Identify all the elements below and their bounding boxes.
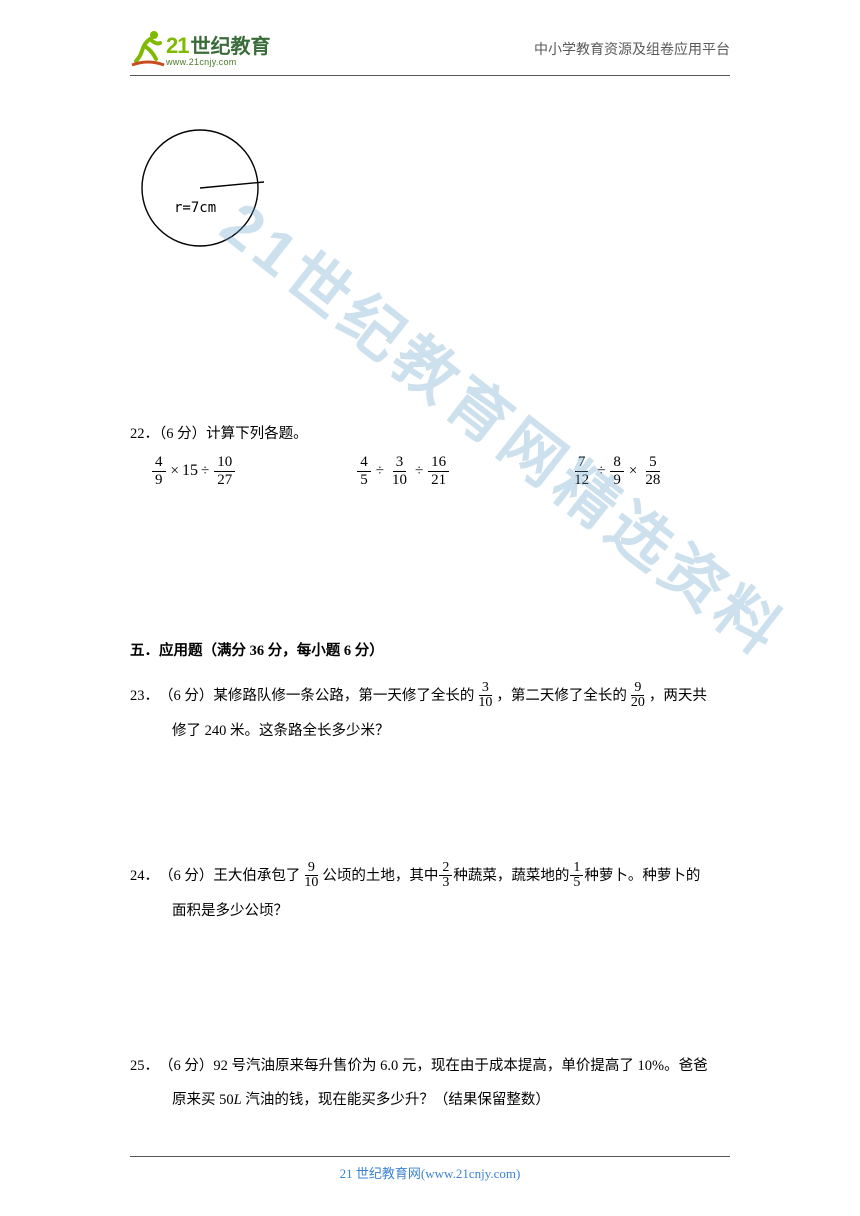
operator: ÷	[201, 457, 209, 486]
fraction: 49	[152, 454, 166, 488]
q24-line2: 面积是多少公顷？	[172, 898, 730, 926]
fraction: 310	[389, 454, 410, 488]
q23-points: （6 分）	[159, 683, 213, 711]
q25-line2-b: 汽油的钱，现在能买多少升？（结果保留整数）	[242, 1092, 550, 1108]
circle-label: r=7cm	[174, 200, 216, 216]
page: 21世纪教育网精选资料 21 世纪教育 www.21cnjy.com 中小学教育…	[0, 0, 860, 1216]
question-23: 23．（6 分）某修路队修一条公路，第一天修了全长的310，第二天修了全长的92…	[130, 682, 730, 746]
q24-text-b: 公顷的土地，其中	[322, 863, 438, 891]
q23-number: 23．	[130, 683, 159, 711]
q22-expr-0: 49×15÷1027	[150, 454, 237, 488]
fraction: 712	[571, 454, 592, 488]
question-25: 25．（6 分）92 号汽油原来每升售价为 6.0 元，现在由于成本提高，单价提…	[130, 1053, 730, 1114]
fraction: 1621	[428, 454, 449, 488]
header: 21 世纪教育 www.21cnjy.com 中小学教育资源及组卷应用平台	[130, 28, 730, 76]
q25-line1: 92 号汽油原来每升售价为 6.0 元，现在由于成本提高，单价提高了 10%。爸…	[213, 1053, 707, 1081]
operator: ÷	[597, 457, 605, 486]
q23-line2: 修了 240 米。这条路全长多少米？	[172, 718, 730, 746]
logo-text-block: 21 世纪教育 www.21cnjy.com	[166, 30, 270, 67]
fraction: 89	[610, 454, 624, 488]
q23-frac-a: 310	[475, 681, 495, 711]
q22-points: （6 分）	[159, 426, 206, 442]
q23-text-c: ，两天共	[649, 683, 707, 711]
circle-figure: r=7cm	[134, 126, 730, 267]
q24-number: 24．	[130, 863, 159, 891]
q24-frac-b: 23	[439, 861, 452, 891]
number-text: 15	[182, 456, 198, 486]
content: r=7cm 22．（6 分）计算下列各题。 49×15÷102745÷310÷1…	[130, 110, 730, 1115]
q25-points: （6 分）	[159, 1053, 213, 1081]
q22-expr-2: 712÷89×528	[569, 454, 665, 488]
circle-svg: r=7cm	[134, 126, 284, 256]
q23-text-b: ，第二天修了全长的	[496, 683, 627, 711]
runner-icon	[130, 29, 166, 69]
q22-number: 22．	[130, 426, 159, 442]
q22-title: 计算下列各题。	[206, 426, 308, 442]
q24-text-d: 种萝卜。种萝卜的	[584, 863, 700, 891]
q24-text-a: 王大伯承包了	[213, 863, 300, 891]
operator: ÷	[415, 457, 423, 486]
q22-expr-1: 45÷310÷1621	[355, 454, 451, 488]
operator: ×	[171, 457, 179, 486]
section-5-title: 五．应用题（满分 36 分，每小题 6 分）	[130, 638, 730, 666]
q24-frac-c: 15	[570, 861, 583, 891]
fraction: 528	[642, 454, 663, 488]
fraction: 45	[357, 454, 371, 488]
q25-L: L	[234, 1092, 242, 1108]
q24-text-c: 种蔬菜，蔬菜地的	[453, 863, 569, 891]
footer: 21 世纪教育网(www.21cnjy.com)	[130, 1156, 730, 1182]
q24-frac-a: 910	[301, 861, 321, 891]
question-22: 22．（6 分）计算下列各题。 49×15÷102745÷310÷1621712…	[130, 421, 730, 489]
q25-line2-a: 原来买 50	[172, 1092, 234, 1108]
q25-number: 25．	[130, 1053, 159, 1081]
question-24: 24．（6 分）王大伯承包了910公顷的土地，其中23种蔬菜，蔬菜地的15种萝卜…	[130, 862, 730, 926]
q22-expressions: 49×15÷102745÷310÷1621712÷89×528	[150, 454, 730, 488]
q24-points: （6 分）	[159, 863, 213, 891]
operator: ÷	[376, 457, 384, 486]
fraction: 1027	[214, 454, 235, 488]
logo: 21 世纪教育 www.21cnjy.com	[130, 29, 270, 69]
q23-frac-b: 920	[628, 681, 648, 711]
logo-cn: 世纪教育	[190, 30, 270, 59]
logo-21: 21	[166, 33, 188, 59]
q25-line2: 原来买 50L 汽油的钱，现在能买多少升？（结果保留整数）	[172, 1087, 730, 1115]
q23-text-a: 某修路队修一条公路，第一天修了全长的	[213, 683, 474, 711]
header-right-text: 中小学教育资源及组卷应用平台	[534, 39, 730, 59]
operator: ×	[629, 457, 637, 486]
